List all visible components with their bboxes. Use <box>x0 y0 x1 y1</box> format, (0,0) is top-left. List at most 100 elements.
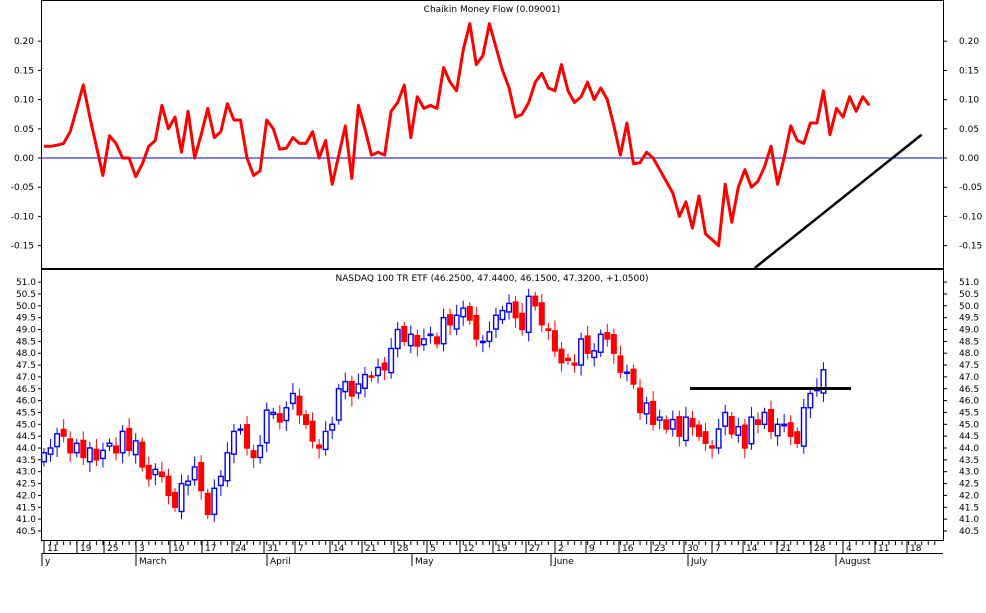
candle <box>257 435 264 464</box>
price-title: NASDAQ 100 TR ETF (46.2500, 47.4400, 46.… <box>335 274 648 284</box>
price-y-tick-label: 49.5 <box>16 314 36 324</box>
candle-body <box>709 445 716 449</box>
cmf-y-axis-right: 0.20 0.15 0.10 0.05 0.00 -0.05 -0.10 -0.15 <box>943 37 983 252</box>
price-y-tick-label: 45.5 <box>16 408 36 418</box>
candle-body <box>578 338 585 366</box>
candle <box>217 470 224 496</box>
candle-body <box>296 395 303 416</box>
candle-body <box>152 468 159 476</box>
x-day-label: 27 <box>529 544 540 554</box>
candle <box>309 412 316 449</box>
candle-body <box>93 448 100 461</box>
candle-body <box>99 449 106 460</box>
candle <box>263 402 270 452</box>
candle-body <box>139 441 146 468</box>
cmf-trendline <box>753 133 923 269</box>
candle-body <box>447 314 454 326</box>
candle-body <box>329 423 336 431</box>
candle <box>643 396 650 425</box>
candle-body <box>584 335 591 354</box>
candle <box>145 456 152 487</box>
candle <box>47 438 54 462</box>
candle <box>348 375 355 407</box>
candle <box>283 401 290 431</box>
x-day-label: 28 <box>397 544 409 554</box>
candle <box>558 341 565 372</box>
candle <box>617 345 624 379</box>
candle <box>728 411 735 439</box>
candle-body <box>375 366 382 377</box>
candle <box>506 294 513 320</box>
x-day-label: 10 <box>173 544 185 554</box>
candle-body <box>316 444 323 449</box>
candle <box>60 419 67 443</box>
candle <box>492 307 499 339</box>
candle-body <box>532 295 539 307</box>
price-y-tick-label: 46.5 <box>16 385 36 395</box>
candle <box>591 343 598 367</box>
price-y-tick-label: 42.5 <box>16 480 36 490</box>
cmf-y-tick-label: 0.20 <box>959 37 979 47</box>
candle-body <box>270 411 277 416</box>
candle-body <box>604 332 611 340</box>
x-day-label: 2 <box>558 544 564 554</box>
candle <box>289 383 296 410</box>
price-y-tick-label: 47.5 <box>959 361 979 371</box>
candle-body <box>60 428 67 437</box>
candle <box>479 335 486 353</box>
candle <box>571 354 578 373</box>
candle <box>250 444 257 468</box>
candle-body <box>741 424 748 449</box>
candle-body <box>656 416 663 421</box>
candle <box>794 427 801 448</box>
candle <box>54 427 61 458</box>
cmf-y-axis-left: 0.20 0.15 0.10 0.05 0.00 -0.05 -0.10 -0.15 <box>11 37 42 252</box>
x-day-label: 21 <box>365 544 376 554</box>
candle-body <box>748 416 755 445</box>
price-y-tick-label: 47.5 <box>16 361 36 371</box>
x-day-label: 18 <box>910 544 922 554</box>
candle <box>696 420 703 441</box>
x-day-label: 19 <box>80 544 92 554</box>
x-day-label: 23 <box>654 544 665 554</box>
candle <box>604 323 611 347</box>
price-y-tick-label: 50.0 <box>959 302 979 312</box>
candle <box>368 371 375 382</box>
candle <box>768 400 775 439</box>
candle-body <box>381 362 388 371</box>
price-y-tick-label: 42.5 <box>959 480 979 490</box>
candle-body <box>224 452 231 482</box>
cmf-series-line <box>44 22 871 248</box>
candle-body <box>558 348 565 364</box>
candle-body <box>794 431 801 444</box>
x-day-label: 31 <box>267 544 278 554</box>
candle-body <box>309 420 316 442</box>
price-y-tick-label: 41.0 <box>16 515 36 525</box>
candle-body <box>73 442 80 454</box>
x-month-label: June <box>553 557 574 567</box>
candle <box>322 420 329 456</box>
cmf-y-tick-label: 0.00 <box>959 154 979 164</box>
candle <box>774 418 781 447</box>
candle-body <box>322 430 329 451</box>
candle-body <box>479 340 486 344</box>
candle <box>41 448 48 467</box>
price-y-tick-label: 51.0 <box>16 278 36 288</box>
x-month-label: May <box>415 557 434 567</box>
candle <box>165 468 172 505</box>
candle-body <box>545 328 552 331</box>
cmf-panel-frame <box>41 0 944 269</box>
price-y-tick-label: 47.0 <box>959 373 979 383</box>
candle <box>113 437 120 461</box>
candle-body <box>538 302 545 326</box>
candle-body <box>289 392 296 405</box>
price-panel-frame <box>41 269 944 541</box>
candle-body <box>407 333 414 347</box>
price-y-tick-label: 48.5 <box>959 337 979 347</box>
cmf-y-tick-label: -0.10 <box>11 212 35 222</box>
candle-body <box>342 380 349 393</box>
candle <box>676 410 683 447</box>
price-y-tick-label: 40.5 <box>959 527 979 537</box>
candle <box>453 304 460 336</box>
candle <box>748 406 755 450</box>
